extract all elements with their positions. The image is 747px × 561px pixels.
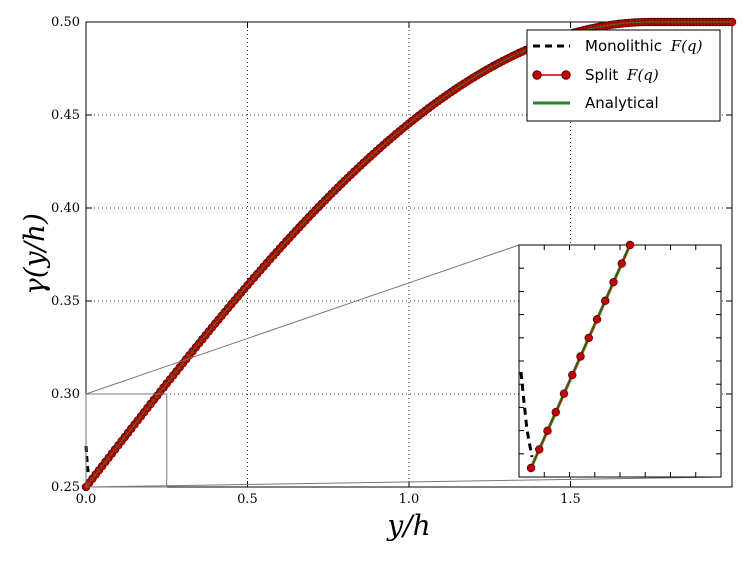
x-tick-label: 1.5: [560, 492, 581, 507]
inset-split-point: [535, 445, 544, 454]
x-tick-label: 0.5: [237, 492, 258, 507]
svg-text:Split F(q): Split F(q): [585, 66, 659, 84]
inset-split-point: [543, 426, 552, 436]
y-tick-label: 0.25: [51, 480, 80, 495]
y-tick-label: 0.50: [51, 15, 80, 30]
inset-split-point: [592, 315, 602, 324]
inset-axes: [518, 240, 722, 478]
legend-monolithic-math: F(q): [670, 37, 703, 55]
inset-split-point: [617, 259, 626, 268]
svg-text:Monolithic F(q): Monolithic F(q): [585, 37, 703, 55]
legend-split-marker-left: [532, 70, 542, 80]
zoom-rectangle: [85, 393, 168, 488]
x-tick-label: 1.0: [399, 492, 420, 507]
legend-analytical-label: Analytical: [585, 94, 659, 112]
zoom-connector-bottom: [85, 476, 722, 488]
y-tick-label: 0.45: [51, 108, 80, 123]
legend: Monolithic F(q) Split F(q) Analytical: [526, 29, 721, 122]
legend-split-label: Split: [585, 66, 618, 84]
x-tick-label: 0.0: [76, 492, 97, 507]
inset-split-point: [526, 463, 536, 473]
inset-frame: [518, 244, 722, 478]
inset-split-point: [576, 352, 585, 361]
inset-split-point: [551, 408, 560, 417]
inset-monolithic-line: [519, 371, 534, 458]
inset-split-point: [584, 333, 593, 343]
y-axis-label: γ(y/h): [18, 213, 51, 295]
y-tick-label: 0.40: [51, 201, 80, 216]
analytical-line-overlay: [85, 21, 732, 488]
y-tick-label: 0.35: [51, 294, 80, 309]
main-series: [81, 17, 737, 492]
x-axis-ticks: 0.0 0.5 1.0 1.5: [76, 22, 581, 507]
inset-split-point: [559, 389, 569, 398]
legend-split-math: F(q): [626, 66, 659, 84]
y-axis-ticks: 0.25 0.30 0.35 0.40 0.45 0.50: [51, 15, 732, 495]
inset-split-point: [609, 277, 618, 287]
y-tick-label: 0.30: [51, 387, 80, 402]
inset-split-point: [625, 240, 635, 250]
zoom-connector-top: [85, 244, 520, 395]
zoom-indicator: [85, 244, 722, 488]
inset-split-point: [568, 370, 577, 380]
legend-monolithic-label: Monolithic: [585, 37, 662, 55]
inset-split-point: [601, 296, 610, 305]
legend-split-marker-right: [561, 70, 571, 80]
x-axis-label: y/h: [385, 509, 430, 542]
